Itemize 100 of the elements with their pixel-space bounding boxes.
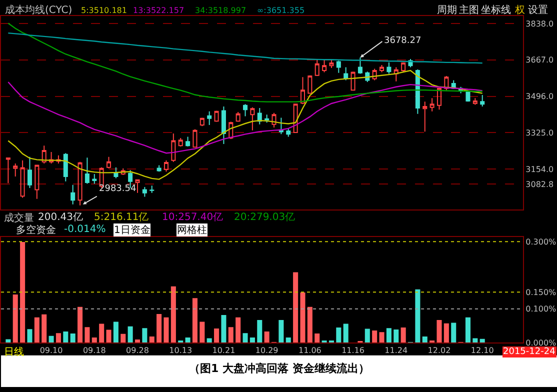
bar [185,338,190,343]
line-series [8,22,483,102]
candlestick [264,114,270,124]
bar [386,328,392,343]
candlestick [84,157,90,184]
bar [20,242,26,343]
text: 网格柱 [177,224,207,236]
bar [242,333,248,343]
candlestick [200,117,204,127]
bar [236,317,241,343]
x-tick-label: 11.06 [298,346,322,356]
y-tick-label: 0.300% [526,237,557,246]
bar [120,334,126,343]
candlestick [293,104,298,133]
bar [214,328,220,343]
bar [314,333,320,343]
candlestick [6,157,10,184]
text: 10:257.40亿 [162,212,224,223]
candlestick [171,133,176,162]
candlestick [214,110,219,122]
text: 20:279.03亿 [234,212,296,223]
annotation: 周期 [437,4,457,16]
bar [293,272,298,343]
text: 2015-12-24 [503,347,556,357]
candlestick [142,186,147,198]
x-tick-label: 10.13 [169,346,192,356]
candlestick [34,164,40,200]
candlestick [78,161,82,206]
candlestick [27,156,32,189]
candlestick [186,136,190,147]
candlestick [380,64,384,73]
chart-title: 成本均线(CYC) [5,4,72,16]
bar [250,338,255,343]
bar [394,329,399,343]
text: 多空资金 [16,224,56,236]
annotation: 坐标线 [481,4,511,16]
candlestick [422,101,428,132]
bar [200,322,205,343]
bar [480,338,485,343]
candlestick [221,106,226,144]
line-series [8,70,483,180]
bar [472,338,478,343]
candlestick [286,128,291,138]
candlestick [207,110,212,126]
bar [343,324,348,343]
bar [92,338,97,343]
candlestick [480,94,485,107]
bar [379,332,384,343]
candlestick [430,98,434,112]
text: 成交量 [4,212,34,224]
bar [465,317,470,343]
bar [336,327,342,343]
bar [56,333,61,343]
candlestick [401,62,406,72]
bar [278,320,284,343]
bar [422,336,428,343]
x-tick-label: 12.10 [470,346,494,356]
x-tick-label: 12.02 [428,346,451,356]
candlestick [228,121,234,140]
bar [149,336,154,343]
bar [156,314,162,343]
y-tick-label: 3082.8 [526,180,554,190]
bar [134,340,140,343]
bar [27,329,32,343]
candlestick [329,59,334,68]
candlestick [49,152,54,164]
candlestick [70,184,76,205]
candlestick [106,156,112,169]
candlestick [120,168,126,176]
candlestick [150,185,154,194]
bar [206,338,212,343]
candlestick [56,154,61,164]
candlestick [350,71,356,91]
candlestick [322,58,327,73]
candlestick [114,166,118,179]
x-tick-label: 11.16 [342,346,364,356]
candlestick [135,179,140,194]
line-series [8,32,483,64]
candlestick [314,58,320,77]
candlestick [278,117,284,135]
line-series [8,81,483,154]
candlestick [164,160,168,172]
text: 日线 [4,346,24,358]
candlestick [192,128,198,148]
candlestick [436,87,442,110]
bar [286,338,291,343]
candlestick [63,152,68,182]
text: -0.014% [64,224,106,235]
bar [451,322,456,343]
x-tick-label: 10.21 [212,346,236,356]
bar [12,294,18,343]
x-tick-label: 10.29 [255,346,278,356]
bar [78,306,83,343]
text: 200.43亿 [38,212,83,223]
text: 权 [514,4,525,16]
y-tick-label: 3838.0 [526,19,554,28]
bar [307,306,312,343]
candlestick [300,76,305,105]
candlestick [13,163,18,178]
bar [48,336,54,343]
